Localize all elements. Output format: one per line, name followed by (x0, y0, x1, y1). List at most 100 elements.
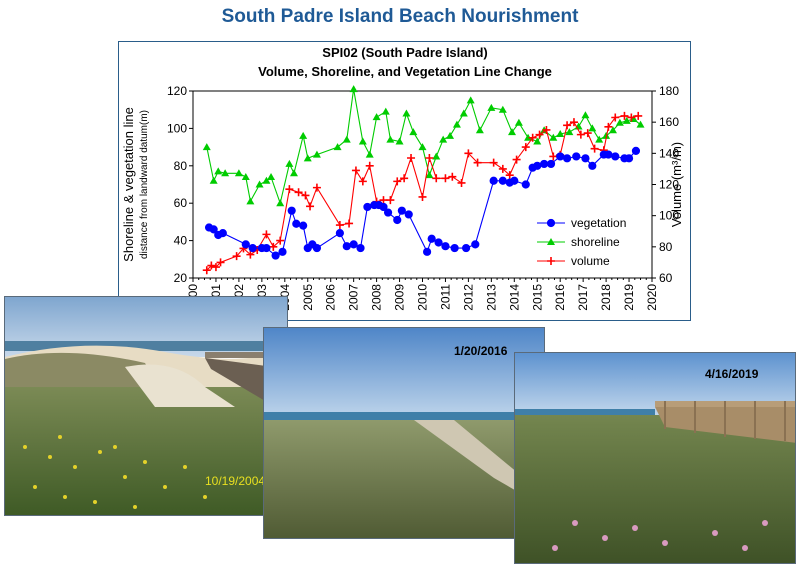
vegetation-point (397, 206, 406, 215)
vegetation-point (588, 161, 597, 170)
shoreline-point (533, 137, 542, 145)
vegetation-point (248, 243, 257, 253)
shoreline-point (565, 128, 574, 136)
volume-point (457, 178, 466, 187)
volume-point (276, 236, 285, 245)
photo-2004: 10/19/2004 (4, 296, 288, 516)
shoreline-point (365, 150, 374, 158)
shoreline-point (487, 103, 496, 111)
volume-point (351, 166, 360, 175)
shoreline-point (299, 131, 308, 139)
shoreline-point (409, 128, 418, 136)
volume-point (512, 155, 521, 164)
shoreline-point (475, 126, 484, 134)
vegetation-point (356, 243, 365, 253)
vegetation-point (462, 243, 471, 253)
vegetation-point (218, 229, 227, 238)
vegetation-point (562, 154, 572, 163)
vegetation-point (271, 251, 280, 260)
volume-point (418, 192, 427, 201)
vegetation-point (604, 150, 613, 159)
y2-tick-label: 100 (659, 209, 679, 223)
volume-point (563, 121, 572, 130)
x-tick-label: 2015 (530, 284, 544, 311)
x-tick-label: 2019 (622, 284, 636, 311)
y2-tick-label: 180 (659, 84, 679, 98)
y2-tick-label: 60 (659, 271, 673, 285)
x-tick-label: 2006 (324, 284, 338, 311)
vegetation-point (450, 243, 459, 253)
volume-point (400, 174, 409, 183)
shoreline-point (524, 133, 533, 141)
volume-point (407, 154, 416, 163)
vegetation-point (489, 176, 498, 185)
page-title: South Padre Island Beach Nourishment (221, 6, 579, 27)
y-axis-sublabel: distance from landward datum(m) (139, 110, 150, 259)
shoreline-point (452, 120, 461, 128)
shoreline-point (276, 199, 285, 207)
shoreline-point (418, 143, 427, 151)
dune-photo-2016-image (264, 328, 544, 538)
volume-point (365, 161, 374, 170)
vegetation-point (209, 225, 218, 234)
shoreline-point (289, 169, 298, 177)
photo-date-2016: 1/20/2016 (454, 344, 508, 358)
volume-point (216, 258, 225, 267)
shoreline-point (381, 107, 390, 115)
vegetation-point (241, 240, 250, 249)
vegetation-point (393, 215, 402, 225)
shoreline-point (439, 135, 448, 143)
x-tick-label: 2020 (645, 284, 659, 311)
vegetation-point (521, 180, 530, 189)
shoreline-point (285, 159, 294, 167)
legend-label-shoreline: shoreline (571, 235, 620, 249)
volume-point (521, 143, 530, 152)
y2-axis-label: Volume (m³/m) (669, 142, 684, 227)
legend-marker-shoreline (547, 238, 555, 245)
x-tick-label: 2011 (438, 284, 452, 310)
photo-date-2019: 4/16/2019 (705, 367, 759, 381)
volume-point (620, 111, 629, 120)
x-tick-label: 2010 (416, 284, 430, 311)
vegetation-point (349, 240, 358, 249)
chart-title: SPI02 (South Padre Island) (322, 45, 487, 60)
volume-point (269, 242, 278, 251)
volume-point (583, 129, 592, 138)
vegetation-point (427, 234, 436, 243)
photo-2019: 4/16/2019 (514, 352, 796, 564)
volume-point (246, 250, 255, 259)
shoreline-point (333, 143, 342, 151)
y2-tick-label: 120 (659, 178, 679, 192)
legend-label-volume: volume (571, 254, 610, 268)
y2-tick-label: 160 (659, 115, 679, 129)
legend-marker-vegetation (546, 218, 556, 228)
y-tick-label: 20 (174, 271, 188, 285)
shoreline-point (312, 150, 321, 158)
shoreline-point (246, 197, 255, 205)
volume-point (207, 261, 216, 270)
vegetation-point (572, 152, 581, 161)
volume-point (489, 158, 498, 167)
volume-point (294, 188, 303, 197)
shoreline-point (608, 126, 617, 134)
vegetation-point (471, 240, 480, 249)
vegetation-point (581, 154, 590, 163)
volume-point (262, 230, 271, 239)
shoreline-point (459, 109, 468, 117)
x-tick-label: 2005 (301, 284, 315, 311)
volume-point (345, 219, 354, 228)
chart-panel: SPI02 (South Padre Island) Volume, Shorel… (118, 41, 691, 321)
volume-point (441, 174, 450, 183)
y-tick-label: 120 (167, 84, 187, 98)
x-tick-label: 2009 (393, 284, 407, 311)
volume-point (232, 252, 241, 261)
vegetation-point (611, 152, 620, 161)
vegetation-point (624, 154, 634, 163)
shoreline-point (262, 176, 271, 184)
line-chart: SPI02 (South Padre Island) Volume, Shorel… (121, 45, 684, 311)
volume-point (505, 171, 514, 180)
volume-point (528, 133, 537, 142)
vegetation-point (287, 206, 296, 215)
shoreline-point (209, 176, 218, 184)
shoreline-point (595, 135, 604, 143)
